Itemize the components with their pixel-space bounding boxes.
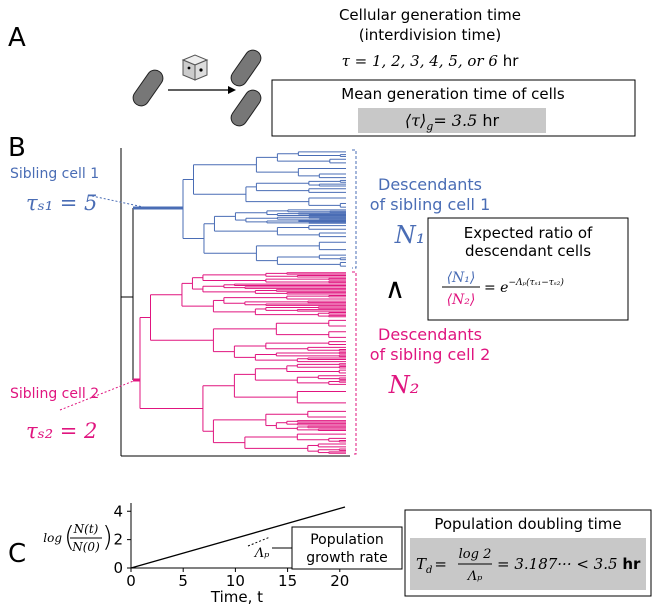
formula-den: Λₚ: [467, 569, 483, 584]
paren: ): [102, 520, 113, 553]
y-tick-label: 4: [113, 502, 123, 520]
ratio-num: ⟨N₁⟩: [447, 270, 476, 286]
y-label-num: N(t): [73, 522, 99, 536]
x-tick-label: 5: [178, 572, 188, 590]
sibling-formula: τₛ₂ = 2: [26, 419, 97, 443]
bracket: [352, 271, 357, 455]
title: (interdivision time): [359, 26, 501, 44]
mean-value: ⟨τ⟩g= 3.5 hr: [405, 111, 500, 133]
pointer: [59, 379, 137, 411]
slope-marker: [247, 536, 271, 547]
n-symbol: N₂: [388, 371, 420, 399]
panel-label: C: [8, 539, 26, 569]
sibling-formula: τₛ₁ = 5: [26, 191, 97, 215]
doubling-title: Population doubling time: [434, 515, 621, 533]
x-tick-label: 15: [278, 572, 297, 590]
highlight: [410, 538, 646, 590]
growth-text: Population: [310, 532, 384, 548]
paren: (: [64, 520, 75, 553]
tau-options: τ = 1, 2, 3, 4, 5, or 6 hr: [342, 52, 520, 70]
descendants-label: Descendants: [378, 175, 482, 194]
lineage-tree: [121, 151, 346, 454]
formula: = 3.187··· < 3.5 hr: [497, 555, 641, 573]
bracket: [352, 149, 357, 269]
formula: Td =: [416, 555, 447, 576]
mean-title: Mean generation time of cells: [341, 85, 565, 103]
ratio-box: [427, 217, 629, 321]
highlight: [358, 108, 546, 133]
descendants-label: Descendants: [378, 325, 482, 344]
growth-chart: 0 5 10 15 20 0 2 4: [113, 502, 349, 590]
title: Cellular generation time: [339, 6, 521, 24]
growth-text: growth rate: [306, 550, 388, 566]
y-tick-label: 0: [113, 559, 123, 577]
x-tick-label: 10: [226, 572, 245, 590]
y-label: log: [43, 531, 62, 545]
n-symbol: N₁: [394, 221, 426, 249]
pointer: [91, 195, 149, 209]
x-tick-label: 20: [330, 572, 349, 590]
ratio-title: descendant cells: [465, 242, 591, 260]
descendants-label: of sibling cell 2: [370, 345, 491, 364]
descendants-label: of sibling cell 1: [370, 195, 491, 214]
panel-label: A: [8, 23, 26, 53]
relation: ∧: [385, 272, 406, 305]
growth-line: [130, 506, 346, 569]
formula-num: log 2: [459, 547, 492, 562]
y-tick-label: 2: [113, 531, 123, 549]
sibling-label: Sibling cell 1: [10, 166, 99, 182]
y-label-den: N(0): [71, 540, 100, 554]
panel-label: B: [8, 133, 26, 163]
sibling-label: Sibling cell 2: [10, 386, 99, 402]
ratio-rhs: = e−Λₚ(τₛ₁−τₛ₂): [484, 277, 564, 296]
x-label: Time, t: [210, 588, 263, 606]
ratio-den: ⟨N₂⟩: [447, 292, 476, 308]
cells-illustration: [132, 49, 262, 127]
ratio-title: Expected ratio of: [464, 224, 593, 242]
slope-label: Λₚ: [254, 546, 270, 561]
x-tick-label: 0: [126, 572, 136, 590]
growth-box: [291, 526, 403, 570]
